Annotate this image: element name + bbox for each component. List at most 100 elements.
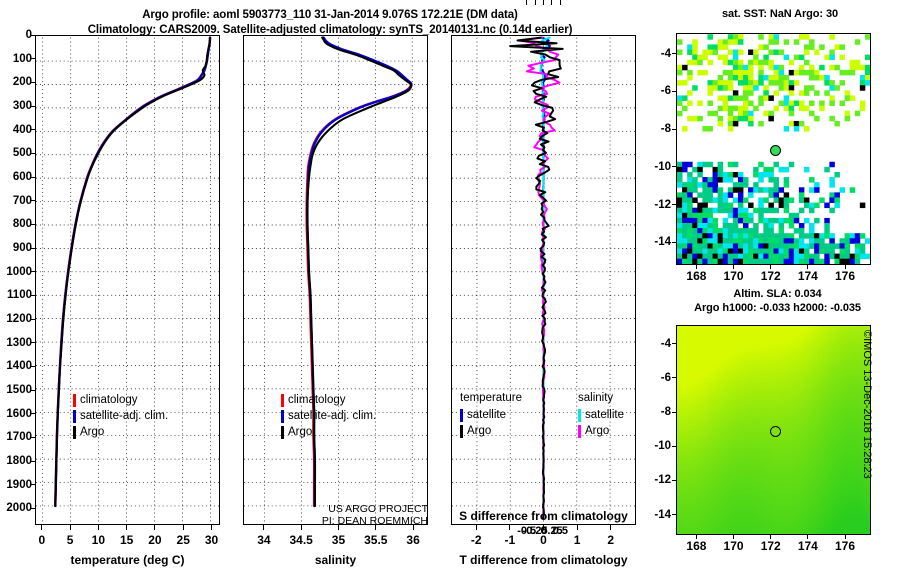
xtick-mark xyxy=(559,0,561,5)
legend-item-argo: Argo xyxy=(578,423,624,439)
legend-label: Argo xyxy=(80,426,105,438)
lon-tick-170: 170 xyxy=(723,269,744,283)
depth-tick-mark xyxy=(30,460,35,462)
lon-tick-176: 176 xyxy=(834,539,856,553)
xtick--0.25: -0.25 xyxy=(522,525,548,537)
legend-label: Argo xyxy=(288,426,313,438)
lat-tick-mark xyxy=(672,479,676,481)
legend-label: climatology xyxy=(288,394,346,406)
legend-label: Argo xyxy=(467,425,492,437)
depth-tick-1900: 1900 xyxy=(6,478,32,491)
legend-item-satellite: satellite xyxy=(578,407,624,423)
depth-tick-mark xyxy=(30,129,35,131)
xtick-10: 10 xyxy=(91,533,106,547)
xtick-0: 0 xyxy=(540,533,547,547)
temperature-profile-panel[interactable] xyxy=(35,35,220,525)
depth-tick-1100: 1100 xyxy=(7,289,32,302)
xtick-mark xyxy=(69,525,71,530)
legend-swatch xyxy=(460,424,463,438)
depth-tick-mark xyxy=(30,200,35,202)
difference-legend-salinity: salinity satellite Argo xyxy=(578,392,624,439)
xtick-mark xyxy=(534,0,536,5)
depth-tick-1300: 1300 xyxy=(6,336,32,349)
temperature-grid xyxy=(36,37,219,523)
salinity-legend: climatology satellite-adj. clim. Argo xyxy=(281,392,376,440)
xtick-mark xyxy=(182,525,184,530)
xtick-mark xyxy=(300,525,302,530)
depth-tick-mark xyxy=(30,247,35,249)
lon-tick-mark xyxy=(733,535,735,539)
legend-label: satellite-adj. clim. xyxy=(288,410,377,422)
depth-tick-mark xyxy=(30,318,35,320)
argo-position-marker-sst xyxy=(770,144,782,156)
legend-item-argo: Argo xyxy=(281,424,376,440)
lat-tick--6: -6 xyxy=(660,371,671,384)
legend-item-argo: Argo xyxy=(460,423,522,439)
depth-tick-mark xyxy=(30,389,35,391)
xtick-15: 15 xyxy=(119,533,134,547)
xtick-5: 5 xyxy=(66,533,74,547)
xtick--2: -2 xyxy=(470,533,482,547)
lon-tick-mark xyxy=(844,535,846,539)
legend-swatch xyxy=(281,393,284,407)
xtick-mark xyxy=(526,0,528,5)
salinity-profile-panel[interactable] xyxy=(243,35,428,525)
depth-tick-mark xyxy=(30,507,35,509)
depth-tick-600: 600 xyxy=(12,171,32,184)
lat-tick--8: -8 xyxy=(660,123,671,136)
figure-title-line2: Climatology: CARS2009. Satellite-adjuste… xyxy=(87,24,573,36)
lat-tick-mark xyxy=(672,411,676,413)
depth-tick-mark xyxy=(30,342,35,344)
xtick-mark xyxy=(375,525,377,530)
lat-tick--10: -10 xyxy=(654,160,671,173)
sst-map-pixels xyxy=(677,34,870,264)
xtick--0.5: -0.5 xyxy=(517,525,537,537)
depth-tick-mark xyxy=(30,152,35,154)
xtick-mark xyxy=(41,525,43,530)
legend-item-climatology: climatology xyxy=(281,392,376,408)
lon-tick-174: 174 xyxy=(797,269,818,283)
depth-tick-1800: 1800 xyxy=(6,455,32,468)
lat-tick--14: -14 xyxy=(654,236,671,249)
lat-tick-mark xyxy=(672,204,676,206)
lon-tick-168: 168 xyxy=(686,539,707,553)
xtick-mark xyxy=(475,525,477,530)
xtick-20: 20 xyxy=(148,533,162,547)
xtick-0: 0 xyxy=(540,525,547,537)
sla-map-title-line1: Altim. SLA: 0.034 xyxy=(733,288,822,300)
depth-tick-mark xyxy=(30,484,35,486)
lat-tick-mark xyxy=(672,166,676,168)
depth-tick-mark xyxy=(30,223,35,225)
xtick-30: 30 xyxy=(204,533,219,547)
difference-profile-panel[interactable] xyxy=(451,35,636,525)
legend-swatch xyxy=(578,408,581,422)
depth-tick-mark xyxy=(30,105,35,107)
xtick--1: -1 xyxy=(504,533,516,547)
sst-map[interactable] xyxy=(676,33,871,265)
salinity-curves xyxy=(305,36,413,508)
depth-tick-0: 0 xyxy=(25,29,32,41)
xtick-mark xyxy=(576,525,578,530)
legend-swatch xyxy=(578,424,581,438)
lat-tick-mark xyxy=(672,53,676,55)
lat-tick-mark xyxy=(672,90,676,92)
xtick-mark xyxy=(543,525,544,530)
lat-tick--14: -14 xyxy=(654,508,671,521)
legend-label: Argo xyxy=(585,425,610,437)
xtick-0: 0 xyxy=(38,533,46,547)
xtick-mark xyxy=(551,0,553,5)
lon-tick-170: 170 xyxy=(723,539,744,553)
sla-map-field xyxy=(677,326,870,534)
lon-tick-174: 174 xyxy=(797,539,818,553)
lon-tick-mark xyxy=(807,265,809,269)
lat-tick--10: -10 xyxy=(654,440,671,453)
sla-map[interactable] xyxy=(676,325,871,535)
sst-map-title: sat. SST: NaN Argo: 30 xyxy=(722,8,838,20)
legend-label: climatology xyxy=(80,394,138,406)
xtick-1: 1 xyxy=(573,533,581,547)
difference-legend-temperature: temperature satellite Argo xyxy=(460,392,522,439)
lat-tick-mark xyxy=(672,514,676,515)
xtick-mark xyxy=(337,525,339,530)
depth-tick-mark xyxy=(30,365,35,367)
temperature-curves xyxy=(54,36,212,508)
